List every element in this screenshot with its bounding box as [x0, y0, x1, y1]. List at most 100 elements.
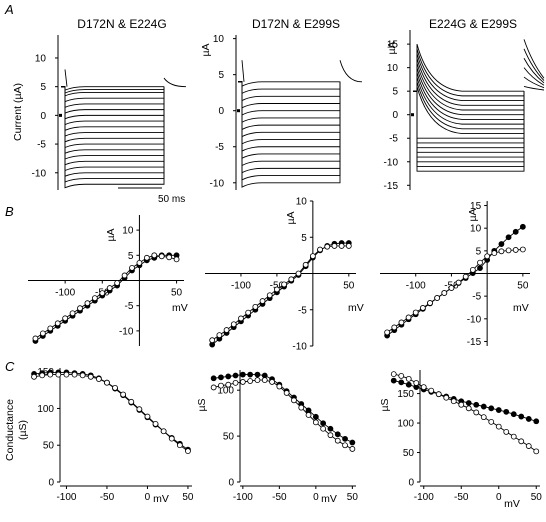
panel-b3-point-filled: [519, 223, 526, 230]
panel-a2-trace: [238, 81, 340, 87]
panel-b2-point-open: [302, 261, 309, 268]
panel-a3-trace: [413, 90, 525, 172]
panel-a2-trace: [238, 81, 341, 116]
panel-c3-point-open: [443, 394, 450, 401]
panel-c1-point-open: [112, 384, 118, 391]
panel-c2-point-filled: [320, 420, 327, 427]
panel-c2-xtick-label: -100: [233, 492, 253, 503]
panel-a2-trace: [238, 81, 341, 123]
panel-b3-ytick-label: -5: [472, 292, 481, 303]
panel-c2-xtick-label: 50: [347, 492, 359, 503]
panel-a3-trace: [413, 44, 524, 92]
panel-c2-point-filled: [225, 373, 232, 380]
panel-c1-ytick-label: 50: [43, 441, 55, 452]
panel-c1-ylabel-line1: Conductance: [4, 399, 16, 461]
panel-b3-ytick-label: 15: [470, 201, 482, 212]
panel-c3-point-open: [390, 371, 397, 378]
panel-b3-point-filled: [498, 241, 505, 247]
panel-a2-trace: [238, 81, 341, 152]
panel-a1-zero-marker: [59, 113, 62, 117]
panel-a2-trace: [238, 81, 341, 102]
panel-a1-trace: [61, 86, 165, 183]
panel-a2-title: D172N & E299S: [252, 17, 340, 31]
panel-b2-xtick-label: -50: [270, 281, 285, 292]
panel-c1-ytick-label: 0: [48, 478, 54, 489]
panel-c3-ytick-label: 100: [397, 419, 414, 430]
panel-c1-point-open: [79, 372, 86, 379]
panel-b1-point-open: [143, 254, 150, 261]
panel-c1-ylabel-line2: (µS): [17, 420, 29, 440]
panel-c2-point-filled: [247, 371, 254, 378]
panel-b3-point-open: [491, 250, 498, 257]
panel-c3-point-filled: [510, 411, 517, 418]
panel-label-a: A: [4, 2, 14, 17]
panel-a1-plot: 10 5 0 -5 -10: [32, 35, 187, 190]
panel-a1-trace: [61, 86, 165, 94]
panel-c2-point-open: [261, 377, 268, 383]
panel-b1-point-open: [62, 315, 69, 322]
panel-c3-point-open: [495, 423, 502, 430]
panel-b2-xlabel: mV: [348, 302, 364, 314]
panel-a1-trace: [61, 86, 165, 166]
panel-c2-point-open: [342, 442, 348, 449]
panel-c1-xtick-label: -100: [56, 492, 76, 503]
panel-c3-xtick-label: 50: [531, 492, 543, 503]
panel-c2-point-open: [225, 381, 232, 388]
panel-c1-xtick-label: -50: [100, 492, 115, 503]
panel-a3-tail-trace: [523, 67, 545, 86]
panel-c1-point-open: [47, 371, 54, 378]
panel-a3-title: E224G & E299S: [429, 17, 517, 31]
panel-c3-xtick-label: -50: [454, 492, 469, 503]
panel-a1-trace: [61, 86, 165, 149]
panel-c2-point-filled: [210, 375, 217, 382]
panel-b1-point-open: [39, 330, 46, 337]
panel-c3-point-filled: [488, 405, 495, 412]
panel-b3-point-open: [469, 266, 476, 273]
panel-c1-point-open: [152, 420, 159, 427]
panel-c2-point-open: [283, 390, 290, 396]
panel-c3-point-open: [398, 372, 405, 379]
panel-b3-point-open: [519, 246, 526, 253]
panel-c2-point-filled: [334, 431, 341, 438]
panel-c1-point-open: [39, 372, 46, 379]
panel-b1-point-open: [114, 280, 121, 286]
panel-c3-point-open: [533, 448, 540, 455]
panel-a1-trace: [61, 86, 165, 97]
panel-c3-ytick-label: 50: [403, 448, 415, 459]
panel-b2-xtick-label: 50: [343, 281, 355, 292]
panel-c1-xtick-label: 0: [145, 492, 151, 503]
panel-c1-point-open: [63, 371, 70, 378]
panel-c2-point-filled: [312, 413, 319, 420]
panel-c3-ytick-label: 150: [397, 389, 414, 400]
panel-c2-point-open: [254, 377, 261, 383]
panel-c2-point-open: [320, 425, 327, 432]
panel-b1-point-open: [91, 295, 98, 302]
panel-c3-plot: -100 -50 0 50 150 100 50 0: [390, 370, 543, 503]
panel-b3-ytick-label: -10: [467, 314, 482, 325]
panel-c2-point-open: [291, 397, 297, 404]
panel-c2-point-filled: [254, 371, 261, 378]
panel-a1-trace: [61, 86, 165, 114]
panel-b3-point-open: [462, 273, 469, 280]
panel-c3-xtick-label: -100: [414, 492, 434, 503]
panel-b2-point-open: [331, 243, 338, 249]
panel-b2-point-open: [245, 309, 252, 316]
panel-a3-ylabel: µA: [386, 41, 398, 54]
panel-b3-point-filled: [512, 228, 519, 235]
scale-bar-label: 50 ms: [158, 194, 185, 205]
panel-b3-point-open: [455, 279, 462, 286]
panel-c3-point-open: [488, 418, 495, 425]
panel-a3-tail-trace: [523, 58, 545, 84]
panel-a3-trace: [413, 90, 525, 153]
panel-a3-ytick-label: -5: [389, 134, 398, 145]
panel-b3-ytick-label: 10: [470, 224, 482, 235]
panel-c1-series-filled-line: [33, 371, 189, 450]
panel-a1-ylabel: Current (µA): [12, 83, 24, 141]
panel-b1-point-open: [121, 272, 128, 279]
panel-b2-ytick-label: -10: [292, 342, 307, 353]
panel-a1-trace: [61, 86, 165, 189]
panel-c2-point-open: [349, 446, 356, 452]
panel-a1-tail-trace: [163, 77, 187, 88]
